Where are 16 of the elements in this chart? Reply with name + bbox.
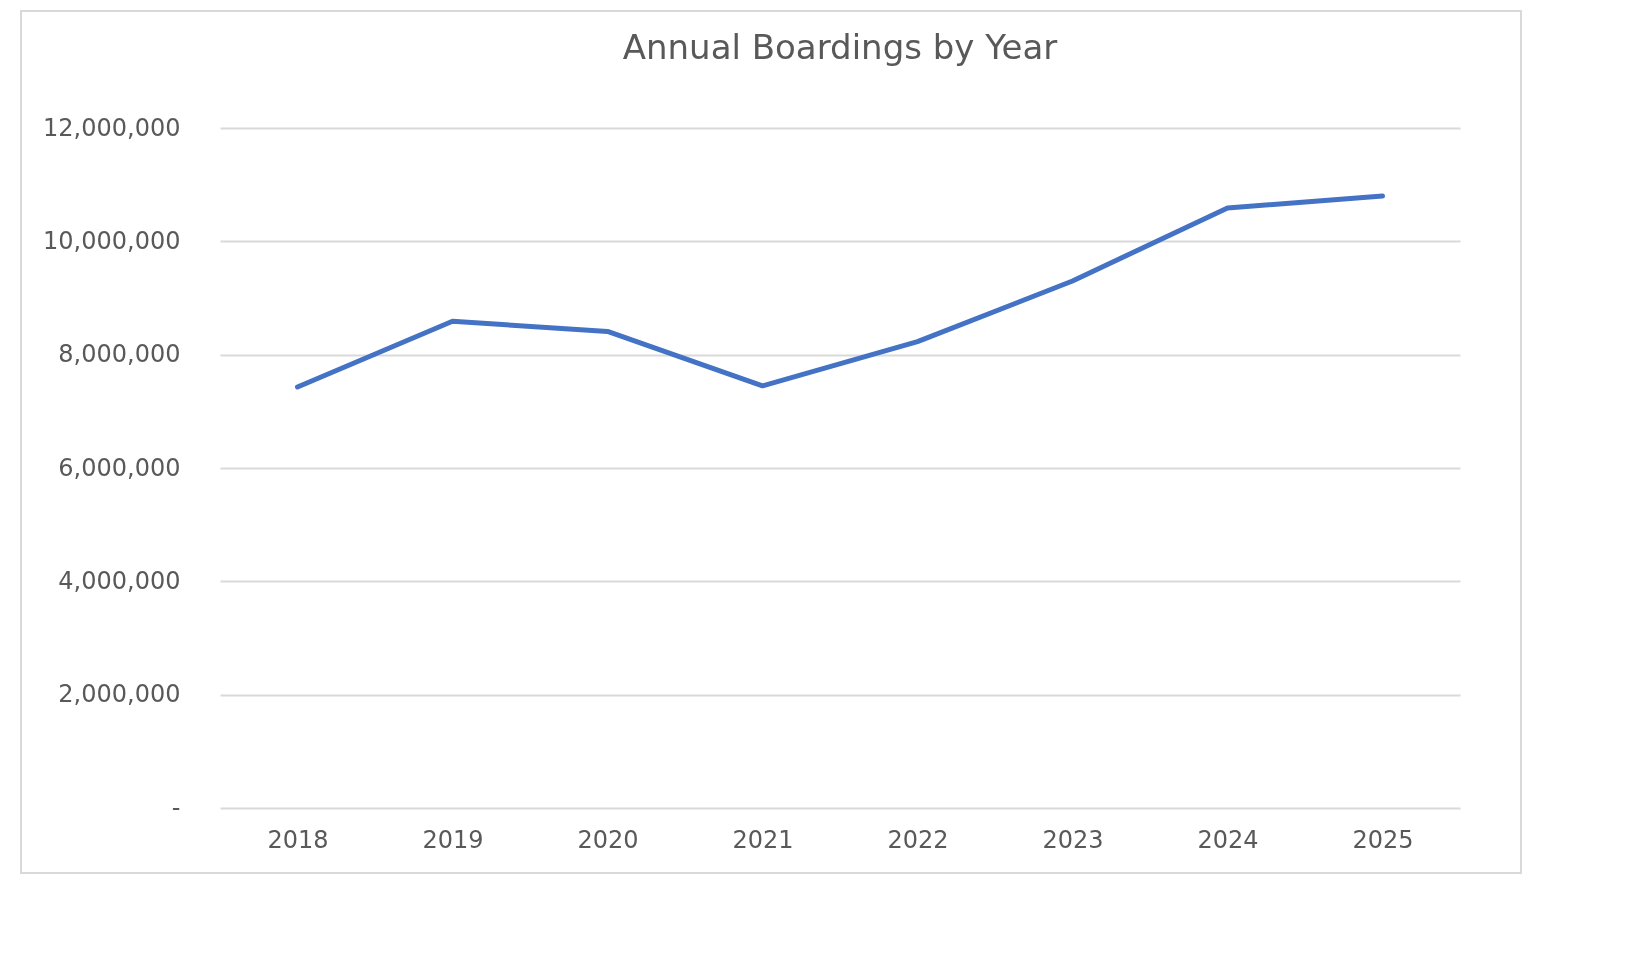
x-tick-label: 2018 bbox=[267, 825, 329, 854]
x-tick-label: 2021 bbox=[732, 825, 794, 854]
x-tick-label: 2023 bbox=[1042, 825, 1104, 854]
y-tick-label: 4,000,000 bbox=[58, 566, 181, 595]
x-tick-label: 2019 bbox=[422, 825, 484, 854]
y-tick-label: 6,000,000 bbox=[58, 453, 181, 482]
x-tick-label: 2020 bbox=[577, 825, 639, 854]
x-tick-label: 2024 bbox=[1197, 825, 1259, 854]
x-tick-label: 2022 bbox=[887, 825, 949, 854]
y-tick-label: 2,000,000 bbox=[58, 680, 181, 709]
y-tick-label: 12,000,000 bbox=[43, 113, 181, 142]
y-tick-label: - bbox=[171, 793, 181, 822]
y-tick-label: 8,000,000 bbox=[58, 340, 181, 369]
x-tick-label: 2025 bbox=[1352, 825, 1414, 854]
chart-title: Annual Boardings by Year bbox=[622, 27, 1058, 67]
y-tick-label: 10,000,000 bbox=[43, 226, 181, 255]
